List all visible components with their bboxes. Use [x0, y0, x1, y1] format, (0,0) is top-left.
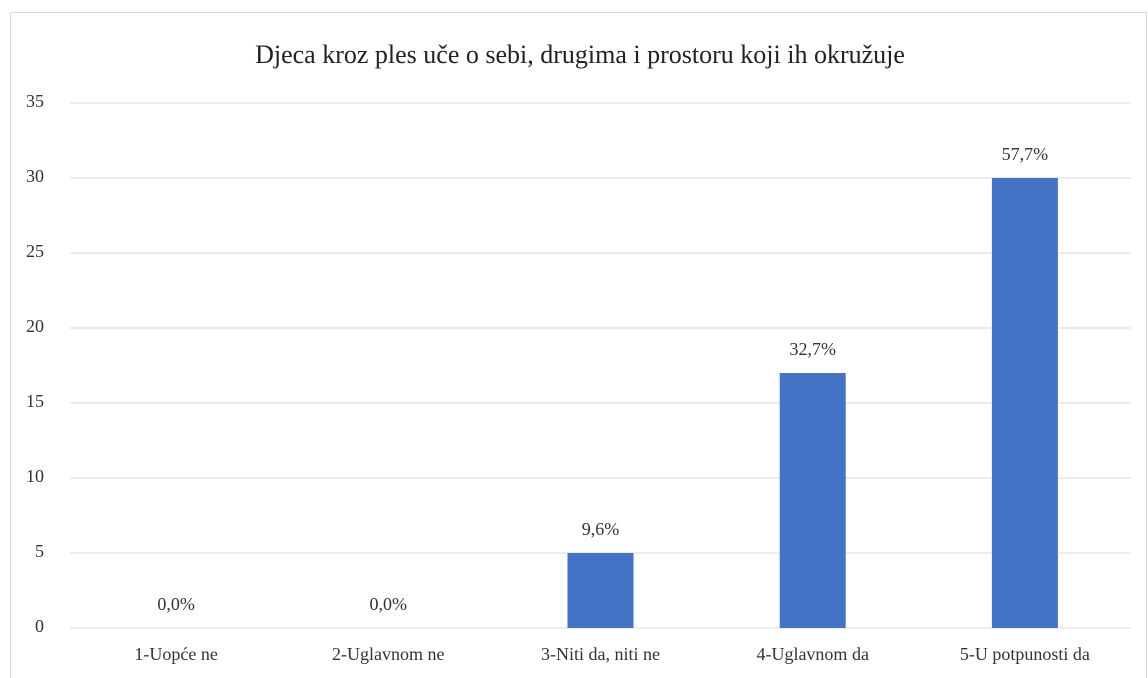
y-tick-label: 35 [26, 91, 44, 111]
y-tick-label: 0 [35, 616, 44, 636]
data-label: 9,6% [582, 519, 620, 539]
data-label: 32,7% [789, 339, 836, 359]
x-tick-label: 2-Uglavnom ne [332, 644, 444, 664]
chart-title: Djeca kroz ples uče o sebi, drugima i pr… [255, 40, 905, 69]
y-tick-label: 25 [26, 241, 44, 261]
y-tick-label: 30 [26, 166, 44, 186]
data-label: 0,0% [370, 594, 408, 614]
x-tick-label: 3-Niti da, niti ne [541, 644, 660, 664]
y-tick-label: 15 [26, 391, 44, 411]
bar [991, 178, 1058, 628]
bar [567, 553, 634, 628]
x-tick-label: 4-Uglavnom da [756, 644, 868, 664]
y-tick-label: 5 [35, 541, 44, 561]
data-label: 57,7% [1002, 144, 1049, 164]
bar [779, 373, 846, 628]
y-tick-label: 20 [26, 316, 44, 336]
x-tick-label: 1-Uopće ne [134, 644, 217, 664]
chart-border [10, 12, 1147, 678]
data-label: 0,0% [157, 594, 195, 614]
y-tick-label: 10 [26, 466, 44, 486]
x-tick-label: 5-U potpunosti da [960, 644, 1090, 664]
